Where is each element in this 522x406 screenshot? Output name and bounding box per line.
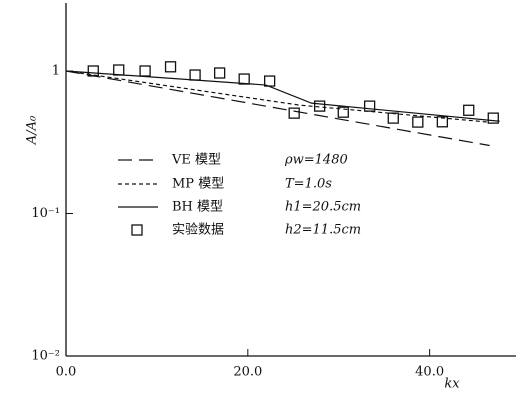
data-marker xyxy=(164,61,177,73)
data-marker xyxy=(87,65,99,77)
legend-label: VE 模型 xyxy=(171,153,221,168)
x-tick-label: 20.0 xyxy=(233,365,262,380)
data-marker xyxy=(436,116,449,128)
data-marker xyxy=(363,100,376,112)
y-axis-label: A/A₀ xyxy=(25,115,40,145)
data-marker xyxy=(139,65,151,77)
legend-label: BH 模型 xyxy=(172,200,223,215)
legend-label: MP 模型 xyxy=(172,177,224,192)
data-marker xyxy=(263,75,276,87)
data-marker xyxy=(387,112,399,124)
legend-marker xyxy=(131,224,143,236)
legend-label: 实验数据 xyxy=(172,222,224,238)
x-axis-label: kx xyxy=(444,377,460,392)
data-marker xyxy=(487,112,499,124)
data-marker xyxy=(189,69,201,81)
data-marker xyxy=(337,106,349,118)
y-tick-label: 10⁻¹ xyxy=(31,206,60,221)
series-line xyxy=(65,70,500,122)
x-tick-label: 0.0 xyxy=(56,365,77,380)
x-tick-label: 40.0 xyxy=(415,365,444,380)
annotation: ρw=1480 xyxy=(284,153,348,168)
data-marker xyxy=(313,100,326,112)
data-marker xyxy=(113,64,125,76)
annotation: h2=11.5cm xyxy=(285,223,361,238)
series-line xyxy=(65,70,490,147)
annotation: h1=20.5cm xyxy=(285,200,361,215)
data-marker xyxy=(412,116,424,128)
data-marker xyxy=(463,104,475,116)
y-tick-label: 1 xyxy=(52,63,60,78)
data-marker xyxy=(238,73,250,85)
y-tick-label: 10⁻² xyxy=(31,349,60,364)
annotation: T=1.0s xyxy=(285,177,332,192)
data-marker xyxy=(288,107,300,119)
series-line xyxy=(65,70,490,123)
data-marker xyxy=(213,67,226,79)
